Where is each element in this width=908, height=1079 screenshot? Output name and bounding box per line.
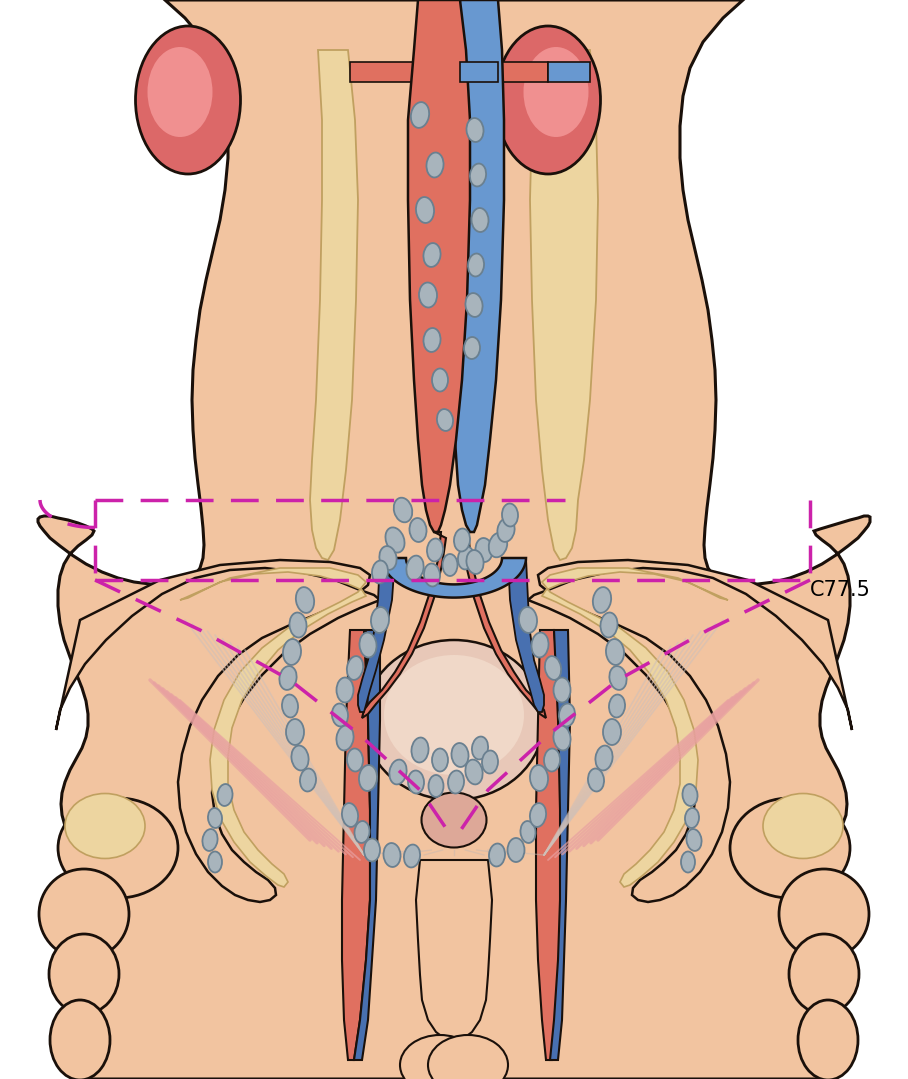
Polygon shape — [56, 560, 380, 902]
Ellipse shape — [372, 560, 388, 584]
Ellipse shape — [553, 725, 570, 750]
Ellipse shape — [437, 409, 453, 431]
Ellipse shape — [332, 704, 348, 726]
Ellipse shape — [347, 656, 363, 680]
Ellipse shape — [596, 746, 613, 770]
Polygon shape — [180, 568, 366, 887]
Polygon shape — [508, 558, 544, 712]
Ellipse shape — [384, 655, 524, 775]
Ellipse shape — [432, 369, 448, 392]
Ellipse shape — [291, 746, 309, 770]
Ellipse shape — [282, 695, 298, 718]
Ellipse shape — [519, 607, 537, 633]
Polygon shape — [542, 568, 728, 887]
Ellipse shape — [427, 152, 443, 177]
Ellipse shape — [423, 328, 440, 352]
Ellipse shape — [400, 1035, 480, 1079]
Polygon shape — [382, 558, 526, 598]
Polygon shape — [350, 62, 418, 82]
Ellipse shape — [50, 1000, 110, 1079]
Ellipse shape — [530, 803, 546, 827]
Ellipse shape — [686, 829, 702, 851]
Polygon shape — [408, 0, 470, 532]
Ellipse shape — [290, 613, 307, 638]
Ellipse shape — [416, 197, 434, 223]
Ellipse shape — [467, 118, 484, 142]
Polygon shape — [358, 558, 395, 712]
Ellipse shape — [432, 749, 448, 771]
Ellipse shape — [411, 738, 429, 763]
Ellipse shape — [336, 725, 353, 750]
Ellipse shape — [280, 666, 297, 689]
Ellipse shape — [423, 243, 440, 267]
Ellipse shape — [470, 164, 486, 187]
Ellipse shape — [545, 656, 561, 680]
Ellipse shape — [385, 528, 405, 552]
Ellipse shape — [337, 678, 353, 702]
Ellipse shape — [410, 518, 427, 542]
Ellipse shape — [482, 751, 498, 774]
Ellipse shape — [593, 587, 611, 613]
Ellipse shape — [428, 1035, 508, 1079]
Ellipse shape — [135, 26, 241, 174]
Ellipse shape — [359, 765, 377, 791]
Polygon shape — [528, 560, 852, 902]
Ellipse shape — [763, 793, 843, 859]
Ellipse shape — [410, 103, 429, 128]
Polygon shape — [460, 62, 498, 82]
Ellipse shape — [489, 844, 505, 866]
Ellipse shape — [427, 538, 443, 561]
Polygon shape — [536, 630, 564, 1060]
Ellipse shape — [471, 208, 489, 232]
Ellipse shape — [789, 934, 859, 1014]
Ellipse shape — [467, 550, 484, 574]
Ellipse shape — [283, 639, 301, 665]
Ellipse shape — [606, 639, 624, 665]
Ellipse shape — [147, 47, 212, 137]
Ellipse shape — [49, 934, 119, 1014]
Ellipse shape — [531, 632, 548, 657]
Polygon shape — [362, 532, 446, 718]
Ellipse shape — [208, 808, 222, 828]
Ellipse shape — [588, 768, 604, 792]
Ellipse shape — [451, 743, 469, 767]
Polygon shape — [550, 630, 570, 1060]
Ellipse shape — [65, 793, 145, 859]
Polygon shape — [548, 62, 590, 82]
Ellipse shape — [458, 547, 474, 570]
Ellipse shape — [730, 798, 850, 898]
Ellipse shape — [354, 821, 370, 843]
Ellipse shape — [603, 719, 621, 745]
Ellipse shape — [421, 792, 487, 847]
Ellipse shape — [371, 607, 389, 633]
Ellipse shape — [609, 695, 625, 718]
Ellipse shape — [408, 770, 424, 793]
Polygon shape — [460, 62, 548, 82]
Ellipse shape — [407, 556, 424, 581]
Polygon shape — [462, 532, 546, 718]
Polygon shape — [310, 50, 358, 560]
Text: C77.5: C77.5 — [810, 581, 871, 600]
Ellipse shape — [342, 803, 358, 827]
Ellipse shape — [685, 808, 699, 828]
Ellipse shape — [424, 563, 440, 587]
Ellipse shape — [448, 770, 464, 793]
Ellipse shape — [300, 768, 316, 792]
Ellipse shape — [600, 613, 617, 638]
Ellipse shape — [364, 838, 380, 861]
Ellipse shape — [502, 504, 518, 527]
Ellipse shape — [454, 529, 470, 551]
Polygon shape — [530, 50, 598, 560]
Polygon shape — [450, 0, 504, 532]
Ellipse shape — [472, 737, 489, 760]
Ellipse shape — [559, 704, 575, 726]
Ellipse shape — [520, 821, 536, 843]
Polygon shape — [342, 630, 370, 1060]
Ellipse shape — [609, 666, 627, 689]
Ellipse shape — [466, 293, 482, 317]
Ellipse shape — [296, 587, 314, 613]
Ellipse shape — [390, 760, 407, 784]
Ellipse shape — [347, 749, 363, 771]
Ellipse shape — [530, 765, 548, 791]
